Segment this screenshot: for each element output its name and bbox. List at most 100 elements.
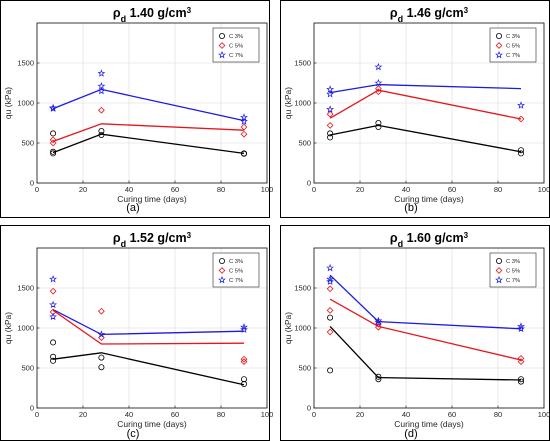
data-point [50,353,57,360]
x-tick-label: 20 [356,410,364,419]
y-tick-label: 500 [298,139,311,148]
data-point [517,324,525,333]
legend-label: C 5% [506,44,520,50]
legend-label: C 3% [229,259,243,265]
data-point [49,275,58,283]
data-point [517,322,525,330]
data-point [518,378,525,385]
x-tick-label: 0 [35,185,39,194]
data-point [240,117,248,125]
legend-label: C 3% [229,34,243,40]
series-line-3 [53,352,245,386]
data-point [98,307,105,315]
y-axis-label: qu (kPa) [3,87,13,119]
x-axis-label: Curing time (days) [394,419,464,429]
data-point [98,131,105,138]
data-point [49,139,57,147]
data-point [517,358,525,365]
legend-marker [495,257,502,264]
data-point [98,364,105,371]
series-line-4 [52,123,245,143]
legend-marker [495,275,503,284]
x-tick-label: 60 [171,410,179,419]
panel-caption: (b) [404,202,417,214]
data-point [326,328,334,336]
x-tick-label: 100 [261,185,274,194]
x-tick-label: 0 [35,410,39,419]
title-part: d [398,14,404,24]
y-axis-label: qu (kPa) [283,87,293,119]
y-tick-label: 1000 [294,99,311,108]
x-tick-label: 60 [448,185,456,194]
title-part: ρ [113,6,121,20]
legend-marker [218,33,225,40]
title-part: 3 [464,231,469,240]
legend-marker [495,42,503,49]
data-point [326,285,334,293]
data-point [49,103,58,112]
data-point [49,312,58,321]
legend-marker [218,275,226,284]
x-tick-label: 60 [448,410,456,419]
series-line-5 [52,88,245,122]
data-point [518,376,525,383]
legend-label: C 3% [506,34,520,40]
legend-label: C 7% [506,278,520,284]
legend-label: C 5% [229,44,243,50]
title-part: 1.60 g/cm [403,231,463,245]
data-point [327,130,334,137]
panel-caption: (d) [404,428,417,440]
y-tick-label: 1000 [17,99,34,108]
y-tick-label: 1500 [17,59,34,68]
data-point [97,69,106,77]
data-point [326,105,335,113]
series-line-4 [52,309,245,345]
data-point [240,123,248,131]
data-point [326,122,334,129]
data-point [374,318,383,326]
data-point [240,358,248,365]
y-tick-label: 0 [30,179,34,188]
data-point [375,376,382,383]
x-tick-label: 80 [494,410,502,419]
legend: C 3% C 5% C 7% [489,252,537,288]
title-part: ρ [390,6,398,20]
legend-label: C 7% [506,53,520,59]
data-point [49,136,57,144]
legend: C 3% C 5% C 7% [212,27,260,63]
x-tick-label: 40 [125,185,133,194]
title-part: ρ [390,231,398,245]
x-tick-label: 20 [79,410,87,419]
data-point [240,325,248,333]
data-point [50,150,57,157]
legend-marker [218,257,225,264]
x-tick-label: 40 [402,185,410,194]
title-part: 3 [187,6,192,15]
data-point [240,355,248,363]
series-line-4 [329,89,522,120]
legend-label: C 5% [229,269,243,275]
y-axis-label: qu (kPa) [283,312,293,344]
data-point [374,78,383,87]
y-tick-label: 1500 [17,284,34,293]
data-point [50,357,57,364]
data-point [326,307,334,314]
legend-label: C 3% [506,259,520,265]
y-tick-label: 0 [307,404,311,413]
data-point [326,263,335,272]
title-part: d [121,14,127,24]
legend-marker [218,267,226,274]
title-part: 1.40 g/cm [126,6,186,20]
x-tick-label: 0 [312,410,316,419]
data-point [50,339,57,346]
legend-marker [218,50,226,59]
title-part: d [398,239,404,249]
title-part: ρ [113,231,121,245]
legend-marker [218,42,226,49]
data-point [326,275,335,283]
legend-label: C 5% [506,269,520,275]
y-tick-label: 0 [307,179,311,188]
data-point [49,300,58,309]
